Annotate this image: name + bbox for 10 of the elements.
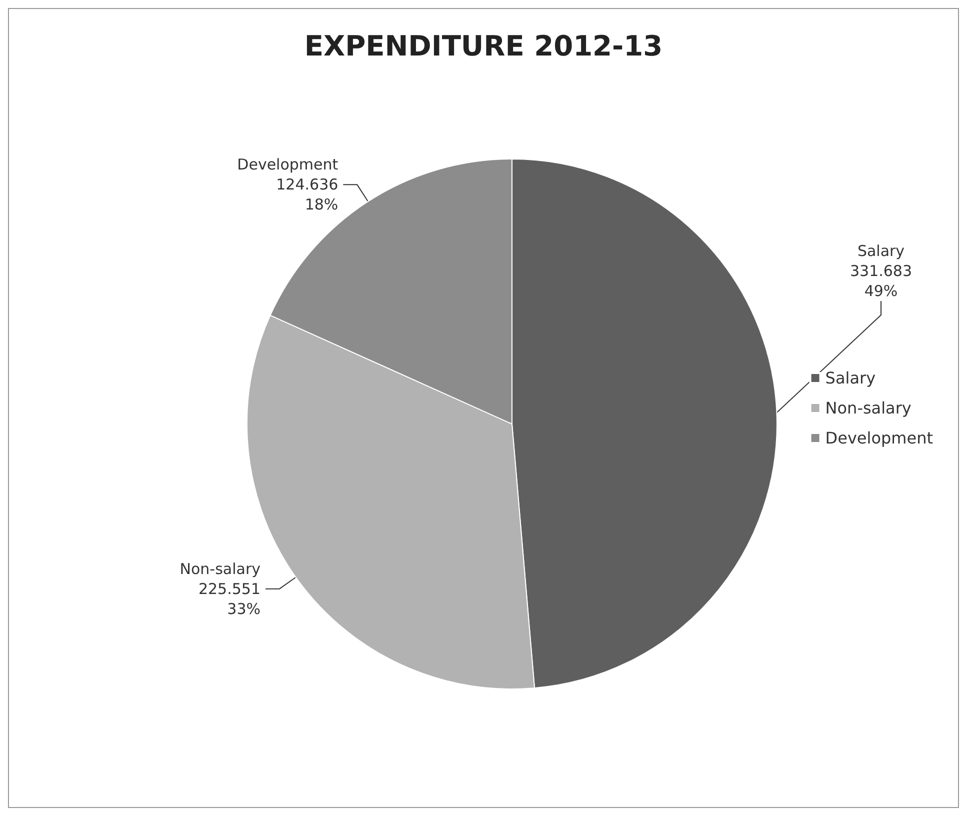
chart-title: EXPENDITURE 2012-13 — [304, 30, 663, 62]
data-label: 225.551 33% — [198, 580, 260, 618]
legend-label: Development — [825, 428, 934, 448]
data-label: 331.683 49% — [850, 262, 912, 300]
slice-label: Non-salary — [180, 560, 261, 578]
slice-label: Development — [237, 156, 338, 174]
legend-label: Salary — [825, 368, 876, 388]
data-label: 124.636 18% — [276, 176, 338, 214]
legend-label: Non-salary — [825, 398, 912, 418]
slice-label: Salary — [857, 242, 905, 260]
